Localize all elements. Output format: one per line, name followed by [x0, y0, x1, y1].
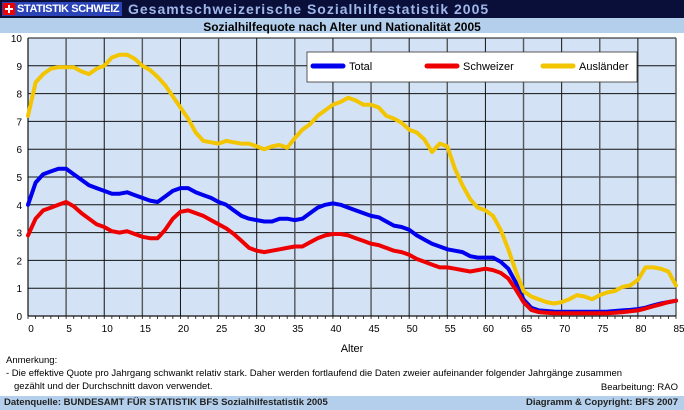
y-tick-label: 0: [16, 312, 22, 323]
y-tick-label: 5: [16, 173, 22, 184]
note-line-2: gezählt und der Durchschnitt davon verwe…: [14, 381, 213, 392]
x-tick-label: 55: [445, 324, 457, 335]
y-tick-label: 6: [16, 145, 22, 156]
y-tick-label: 8: [16, 90, 22, 101]
note-line-1: - Die effektive Quote pro Jahrgang schwa…: [6, 368, 623, 379]
x-tick-label: 10: [102, 324, 114, 335]
x-tick-label: 85: [673, 324, 684, 335]
legend-label: Schweizer: [463, 61, 514, 73]
x-tick-label: 75: [597, 324, 609, 335]
x-tick-label: 60: [483, 324, 495, 335]
x-tick-label: 5: [66, 324, 72, 335]
x-tick-label: 80: [635, 324, 647, 335]
legend-box: [306, 51, 638, 83]
series-line-schweizer: [26, 200, 678, 316]
series-line-ausländer: [26, 52, 678, 306]
footer-bar: Datenquelle: BUNDESAMT FÜR STATISTIK BFS…: [0, 396, 684, 410]
editor-credit: Bearbeitung: RAO: [600, 382, 678, 393]
x-tick-label: 15: [140, 324, 152, 335]
y-tick-label: 3: [16, 229, 22, 240]
copyright: Diagramm & Copyright: BFS 2007: [525, 397, 678, 408]
x-tick-label: 25: [216, 324, 228, 335]
x-tick-label: 20: [178, 324, 190, 335]
x-tick-label: 0: [28, 324, 34, 335]
x-tick-label: 45: [368, 324, 380, 335]
legend-label: Total: [349, 61, 372, 73]
logo-text: STATISTIK SCHWEIZ: [17, 3, 120, 15]
y-tick-label: 9: [16, 62, 22, 73]
y-tick-label: 10: [11, 34, 23, 45]
page-title: Gesamtschweizerische Sozialhilfestatisti…: [128, 1, 490, 17]
chart-title-bar: Sozialhilfequote nach Alter und National…: [0, 18, 684, 34]
y-tick-label: 7: [16, 117, 22, 128]
swiss-cross-icon: [3, 3, 15, 15]
y-tick-label: 2: [16, 256, 22, 267]
y-tick-label: 1: [16, 284, 22, 295]
data-source: Datenquelle: BUNDESAMT FÜR STATISTIK BFS…: [4, 397, 328, 408]
legend-label: Ausländer: [579, 61, 629, 73]
x-tick-label: 50: [407, 324, 419, 335]
x-tick-label: 30: [254, 324, 266, 335]
y-tick-label: 4: [16, 201, 22, 212]
header-bar: STATISTIK SCHWEIZ Gesamtschweizerische S…: [0, 0, 684, 18]
x-tick-label: 65: [521, 324, 533, 335]
note-title: Anmerkung:: [6, 355, 58, 366]
chart-title: Sozialhilfequote nach Alter und National…: [203, 20, 481, 34]
x-axis-label: Alter: [341, 343, 364, 355]
legend: Total Schweizer Ausländer: [306, 51, 638, 83]
x-tick-label: 35: [292, 324, 304, 335]
logo: STATISTIK SCHWEIZ: [2, 2, 123, 16]
x-tick-label: 40: [330, 324, 342, 335]
x-tick-label: 70: [559, 324, 571, 335]
